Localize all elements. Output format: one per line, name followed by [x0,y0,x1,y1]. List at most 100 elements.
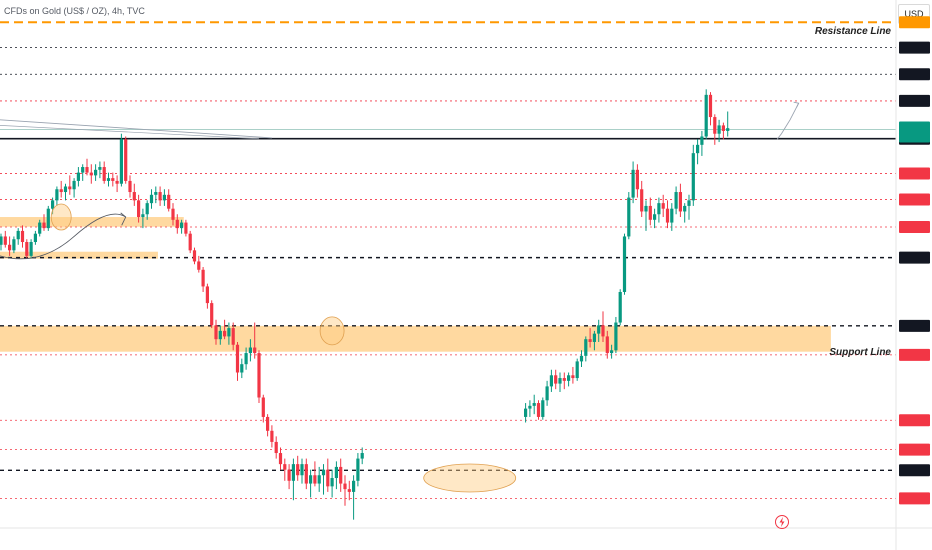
bear-candle [42,222,46,229]
bull-candle [579,355,584,362]
support-line-label: Support Line [829,347,891,358]
projection-arrow-icon [793,101,800,108]
replay-lightning-icon[interactable] [775,515,789,529]
arrow-head-icon [120,212,127,226]
bear-candle [274,441,278,454]
bull-candle [38,222,42,234]
bull-candle [614,322,618,351]
bear-candle [20,230,25,243]
bull-candle [618,291,622,323]
bull-candle [549,375,553,387]
bear-candle [326,469,330,487]
bull-candle [532,403,536,406]
zone-rect [0,217,184,227]
bull-candle [541,400,545,417]
bear-candle [210,303,214,326]
bull-candle [524,408,528,417]
bull-candle [644,205,648,212]
bull-candle [55,189,59,201]
bear-candle [343,483,347,490]
bull-candle [653,214,657,220]
bear-candle [89,172,93,176]
bear-candle [536,403,541,417]
bear-candle [197,261,201,270]
bear-candle [124,139,128,181]
highlight-ellipse [319,316,345,346]
bull-candle [704,94,708,137]
bear-candle [115,180,119,184]
bear-candle [68,186,72,190]
bull-candle [309,475,313,484]
bull-candle [352,480,356,492]
level-price-tag [899,492,930,505]
bear-candle [678,192,682,212]
highlight-ellipse [423,463,517,493]
level-price-tag [899,68,930,81]
bear-candle [339,466,343,484]
bear-candle [554,375,558,384]
bear-candle [188,233,192,251]
bull-candle [691,153,695,201]
annotation-marks [0,101,800,493]
bear-candle [231,328,235,345]
zone-rect [0,325,831,352]
bear-candle [304,464,308,484]
bull-candle [33,233,37,243]
bull-candle [248,347,252,354]
bear-candle [648,205,652,220]
level-price-tag [899,414,930,427]
bull-candle [683,205,687,212]
resistance-line-label: Resistance Line [815,26,892,37]
bull-candle [356,458,360,481]
bull-candle [670,208,674,223]
bear-candle [132,192,136,201]
bull-candle [545,386,549,401]
bull-candle [94,169,98,176]
level-price-tags [899,16,930,505]
bear-candle [8,244,12,251]
bear-candle [257,353,261,398]
bear-candle [313,475,317,484]
bull-candle [687,200,691,206]
bear-candle [635,169,639,190]
level-price-tag [899,443,930,456]
symbol-title: CFDs on Gold (US$ / OZ), 4h, TVC [4,6,145,16]
chart-annotations: Resistance Line Support Line [815,26,892,358]
bear-candle [137,200,141,218]
bear-candle [85,167,89,173]
current-price-tag [899,121,930,143]
bear-candle [214,325,218,340]
curved-arrow [0,213,126,260]
level-price-tag [899,41,930,54]
bull-candle [29,242,33,256]
level-price-tag [899,16,930,29]
bear-candle [708,94,713,118]
bear-candle [562,378,566,381]
bull-candle [584,339,588,356]
bear-candle [3,236,7,245]
bull-candle [106,178,111,181]
bull-candle [149,194,154,204]
bull-candle [16,230,20,240]
bear-candle [588,339,592,342]
bull-candle [51,200,55,209]
bear-candle [235,344,240,373]
bull-candle [154,192,158,195]
bull-candle [717,125,721,134]
bull-candle [317,475,321,484]
bear-candle [128,180,132,193]
bull-candle [700,136,704,145]
bull-candle [592,333,596,342]
bull-candle [240,364,244,373]
bear-candle [278,453,283,465]
bear-candle [25,242,29,256]
bear-candle [175,219,179,229]
bull-candle [674,192,678,209]
level-price-tag [899,220,930,233]
bear-candle [201,269,205,287]
bear-candle [605,336,609,354]
bear-candle [661,203,665,209]
bull-candle [622,236,627,292]
bear-candle [102,167,106,181]
